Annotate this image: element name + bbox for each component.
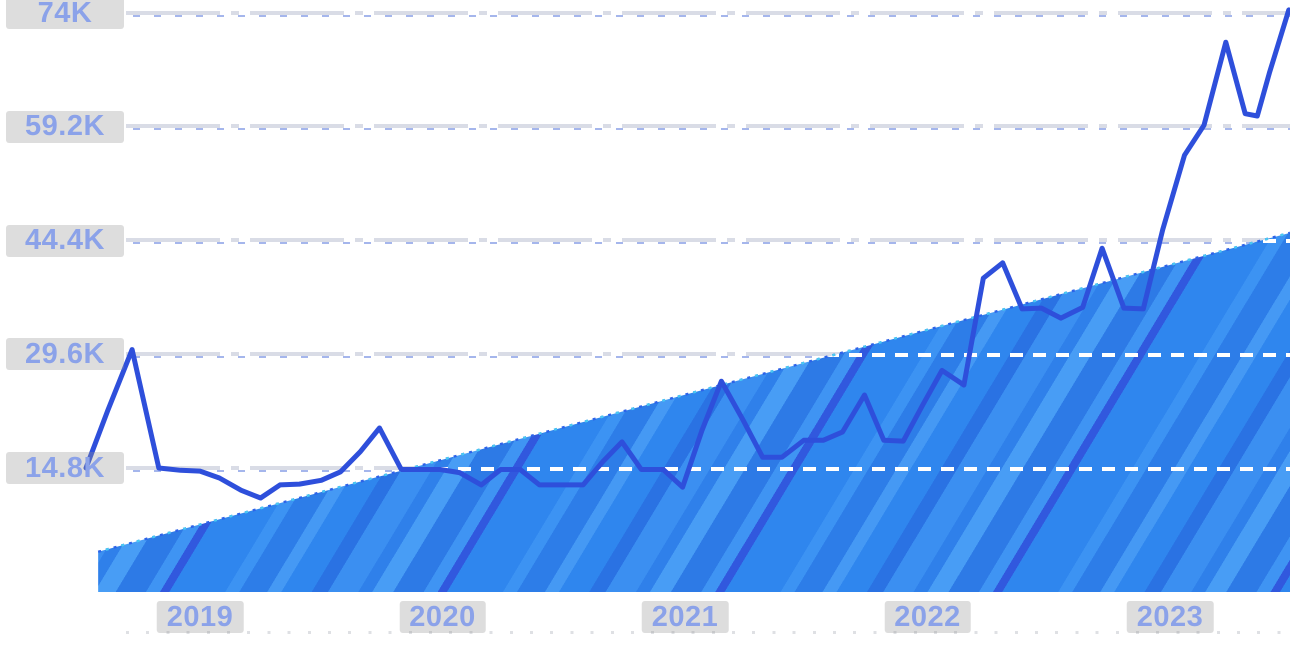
x-tick-label-2023: 2023	[1126, 601, 1214, 633]
data-line	[83, 7, 1290, 501]
white-gridline-14-8k	[98, 466, 1290, 471]
x-tick-label-2019: 2019	[156, 601, 244, 633]
y-tick-label-74k: 74K	[6, 0, 124, 29]
y-tick-label-59-2k: 59.2K	[6, 110, 124, 143]
wedge-edge-highlight-cyan	[97, 231, 1290, 553]
gridline-59-2k	[126, 124, 1290, 131]
y-tick-label-29-6k: 29.6K	[6, 338, 124, 371]
y-tick-label-14-8k: 14.8K	[6, 452, 124, 484]
gridline-74k	[126, 10, 1290, 17]
gridline-29-6k	[126, 351, 1290, 358]
y-tick-label-44-4k: 44.4K	[6, 224, 124, 257]
month-tick-marks	[126, 631, 1290, 634]
x-tick-label-2021: 2021	[641, 601, 729, 633]
x-tick-label-2022: 2022	[884, 601, 971, 633]
gridline-44-4k	[126, 238, 1290, 244]
x-tick-label-2020: 2020	[399, 601, 486, 633]
